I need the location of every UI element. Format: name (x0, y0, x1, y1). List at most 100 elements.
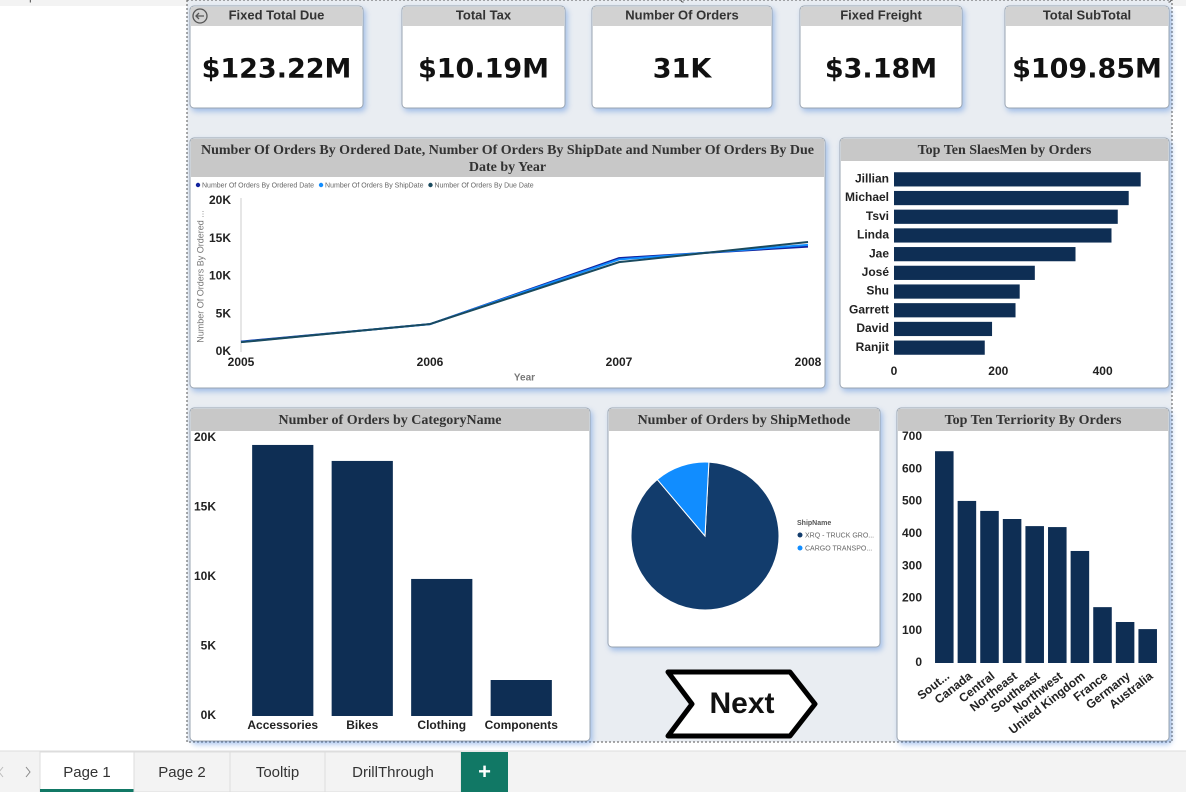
bar (252, 444, 314, 716)
x-tick-label: 200 (988, 364, 1008, 378)
x-tick-label: 2007 (606, 355, 633, 369)
kpi-card (401, 5, 566, 109)
bar (894, 284, 1020, 299)
bar (1093, 607, 1112, 663)
next-button-shape[interactable] (665, 669, 818, 739)
scroll-left[interactable] (0, 766, 4, 778)
bar (894, 172, 1141, 187)
bar (894, 209, 1118, 224)
ribbon-label: Calculations (985, 0, 1050, 3)
content: Clipboard Data Queries Insert Calculations Se… (15, 0, 1174, 792)
kpi-value: $10.19M (418, 54, 549, 85)
kpi-header (1006, 7, 1168, 26)
next-button[interactable]: Next (709, 687, 774, 720)
chart-card (189, 137, 826, 389)
legend-label: XRQ - TRUCK GRO... (805, 532, 874, 539)
add-tab-icon[interactable]: + (478, 759, 491, 784)
kpi-header (191, 7, 362, 26)
bar (1070, 550, 1090, 663)
tab-label[interactable]: Tooltip (256, 764, 299, 781)
y-tick-label: 100 (902, 623, 922, 637)
kpi-value: $3.18M (825, 54, 937, 85)
tab[interactable] (324, 751, 462, 792)
tab-active-indicator (40, 789, 134, 792)
chart-title: Number Of Orders By Ordered Date, Number… (201, 143, 814, 175)
bar (1025, 526, 1044, 663)
bar (894, 247, 1076, 262)
kpi-title: Fixed Freight (840, 7, 922, 22)
y-tick-label: 10K (194, 569, 216, 583)
category-label: Ranjit (856, 340, 889, 354)
category-label: Clothing (417, 718, 466, 732)
y-tick-label: 500 (902, 494, 922, 508)
x-tick-label: 0 (891, 364, 898, 378)
bar (1115, 621, 1135, 663)
bar (331, 460, 393, 716)
legend-marker (195, 182, 201, 188)
ribbon-label: Sensitivity (1120, 0, 1174, 3)
y-tick-label: 20K (209, 193, 231, 207)
y-axis-label: Number Of Orders By Ordered ... (195, 210, 205, 343)
kpi-title: Number Of Orders (625, 7, 738, 22)
legend-label: Number Of Orders By Due Date (434, 182, 533, 189)
scroll-right[interactable] (25, 766, 31, 778)
bar (894, 321, 993, 337)
back-arrow (195, 12, 204, 20)
category-label: Tsvi (866, 209, 889, 223)
legend-title: ShipName (797, 520, 831, 527)
kpi-header (403, 7, 564, 26)
kpi-title: Fixed Total Due (229, 7, 325, 22)
x-tick-label: 2005 (228, 355, 255, 369)
tab-label[interactable]: DrillThrough (352, 764, 434, 781)
category-label: David (856, 321, 889, 335)
kpi-value: $109.85M (1012, 54, 1162, 85)
bar (894, 265, 1035, 280)
kpi-card (1004, 5, 1170, 109)
x-axis-label: Year (514, 373, 535, 384)
y-tick-label: 0 (915, 655, 922, 669)
category-label: Jillian (855, 172, 889, 186)
legend-marker (318, 182, 324, 188)
y-tick-label: 700 (902, 429, 922, 443)
tab-label[interactable]: Page 2 (158, 764, 206, 781)
legend-marker (797, 545, 803, 551)
kpi-title: Total Tax (456, 7, 512, 22)
add-tab-button[interactable] (461, 752, 508, 792)
chart-title-box: Number Of Orders By Ordered Date, Number… (201, 143, 814, 175)
category-label: Michael (845, 190, 889, 204)
chart-header (898, 409, 1168, 431)
kpi-value: $123.22M (202, 54, 352, 85)
legend-marker (797, 532, 803, 538)
bar (1048, 527, 1067, 663)
y-tick-label: 10K (209, 269, 231, 283)
y-tick-label: 600 (902, 461, 922, 475)
chart-title-box: Number of Orders by ShipMethode (638, 413, 851, 428)
bar (894, 340, 985, 355)
category-label: Garrett (849, 302, 889, 316)
bar (894, 228, 1112, 243)
chart-header (609, 409, 879, 431)
y-tick-label: 5K (216, 306, 232, 320)
legend-label: Number Of Orders By ShipDate (325, 182, 424, 189)
back-button[interactable] (192, 8, 208, 24)
kpi-card (591, 5, 773, 109)
y-tick-label: 300 (902, 558, 922, 572)
y-tick-label: 20K (194, 430, 216, 444)
y-tick-label: 0K (201, 708, 217, 722)
series-line (240, 241, 809, 344)
category-label: Linda (857, 228, 889, 242)
x-tick-label: 2006 (417, 355, 444, 369)
category-label: Accessories (247, 718, 318, 732)
chart-title-box: Top Ten Terriority By Orders (945, 413, 1122, 428)
category-label: Components (485, 718, 559, 732)
category-label: José (862, 265, 890, 279)
tab-label[interactable]: Page 1 (63, 764, 111, 781)
pie-slice (656, 461, 710, 538)
kpi-card (799, 5, 963, 109)
bar (894, 303, 1016, 318)
x-tick-label: 400 (1093, 364, 1113, 378)
tab[interactable] (229, 751, 326, 792)
y-tick-label: 0K (216, 344, 232, 358)
chart-title: Number of Orders by CategoryName (278, 413, 502, 428)
